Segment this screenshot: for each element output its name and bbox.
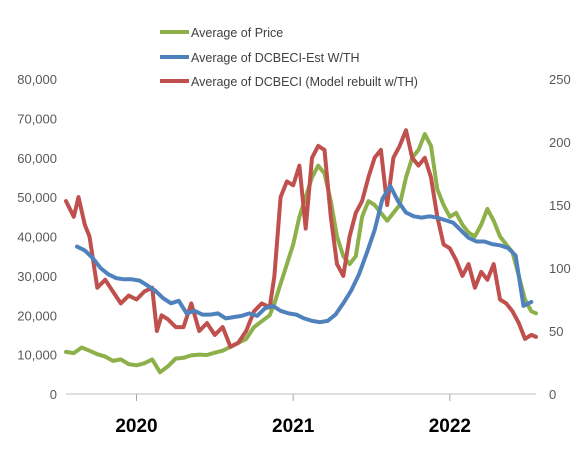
y-left-tick-label: 60,000 [17,151,57,166]
right-axis: 0 50 100 150 200 250 [549,72,571,402]
y-left-tick-label: 20,000 [17,308,57,323]
y-left-tick-label: 30,000 [17,269,57,284]
series-line-2 [64,128,538,349]
y-left-tick-label: 10,000 [17,348,57,363]
y-left-tick-label: 70,000 [17,111,57,126]
legend-label-est: Average of DCBECI-Est W/TH [191,51,360,65]
series-line-0 [64,132,538,375]
x-tick-label: 2022 [429,416,471,437]
x-tick-label: 2020 [115,416,157,437]
legend-label-price: Average of Price [191,26,283,40]
y-left-tick-label: 50,000 [17,190,57,205]
left-axis: 0 10,000 20,000 30,000 40,000 50,000 60,000 70,… [17,72,57,402]
chart-legend: Average of Price Average of DCBECI-Est W… [160,26,418,89]
y-right-tick-label: 100 [549,261,571,276]
x-tick-label: 2021 [272,416,315,437]
series-layer [64,128,538,375]
series-line-1 [75,184,534,325]
y-left-tick-label: 80,000 [17,72,57,87]
y-right-tick-label: 150 [549,198,571,213]
y-right-tick-label: 50 [549,324,563,339]
y-left-tick-label: 0 [50,387,57,402]
x-axis: 2020 2021 2022 [115,394,471,437]
y-right-tick-label: 0 [549,387,556,402]
y-right-tick-label: 200 [549,135,571,150]
y-left-tick-label: 40,000 [17,230,57,245]
legend-label-model: Average of DCBECI (Model rebuilt w/TH) [191,75,418,89]
y-right-tick-label: 250 [549,72,571,87]
